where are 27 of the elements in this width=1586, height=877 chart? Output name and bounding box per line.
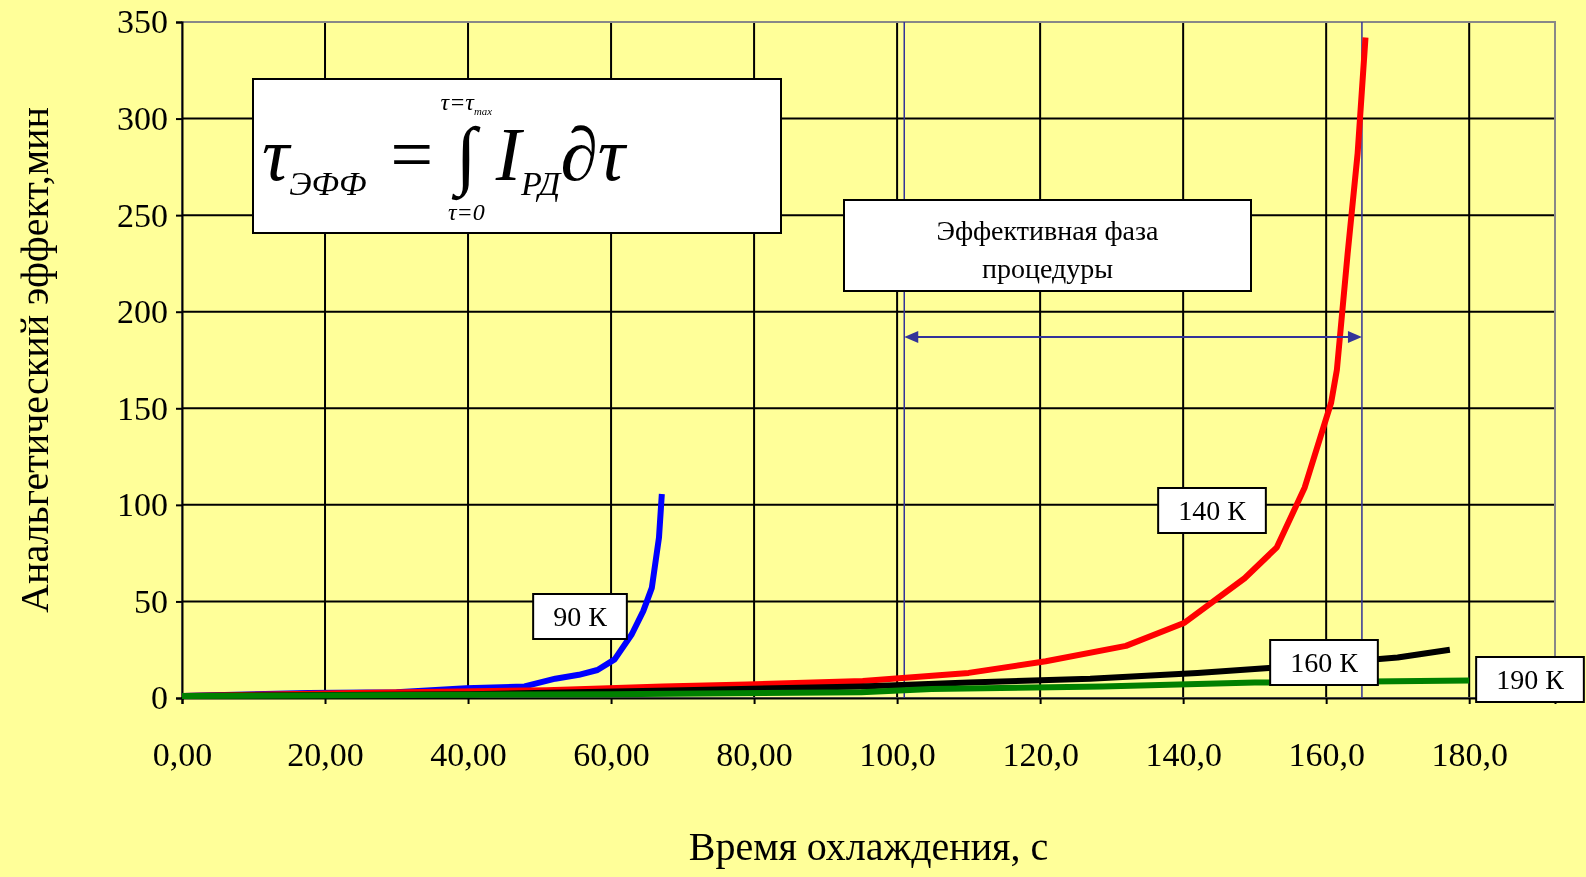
y-tick-label: 350 — [117, 3, 168, 41]
y-tick-label: 50 — [134, 582, 168, 620]
y-axis-title: Анальгетический эффект,мин — [12, 107, 57, 613]
x-axis-title: Время охлаждения, с — [688, 824, 1049, 869]
x-tick-label: 60,00 — [573, 736, 650, 774]
y-tick-label: 200 — [117, 293, 168, 331]
x-tick-label: 80,00 — [716, 736, 793, 774]
x-tick-label: 140,0 — [1145, 736, 1222, 774]
x-tick-label: 180,0 — [1431, 736, 1508, 774]
x-tick-label: 120,0 — [1002, 736, 1079, 774]
y-tick-label: 300 — [117, 99, 168, 137]
y-tick-label: 0 — [151, 679, 168, 717]
x-tick-label: 160,0 — [1288, 736, 1365, 774]
x-tick-label: 0,00 — [152, 736, 213, 774]
annotation: Эффективная фаза процедуры — [936, 215, 1160, 284]
x-tick-label: 20,00 — [287, 736, 364, 774]
y-tick-label: 150 — [117, 389, 168, 427]
series-label: 160 К — [1290, 647, 1359, 678]
y-tick-label: 250 — [117, 196, 168, 234]
series-label: 90 К — [553, 601, 608, 632]
series-label: 190 К — [1496, 664, 1565, 695]
annotation: τ=0 — [447, 199, 485, 225]
y-tick-label: 100 — [117, 486, 168, 524]
x-tick-label: 100,0 — [859, 736, 936, 774]
series-label: 140 К — [1178, 495, 1247, 526]
annotation: τ=τ$_{max}$ — [440, 89, 493, 117]
x-tick-label: 40,00 — [430, 736, 507, 774]
